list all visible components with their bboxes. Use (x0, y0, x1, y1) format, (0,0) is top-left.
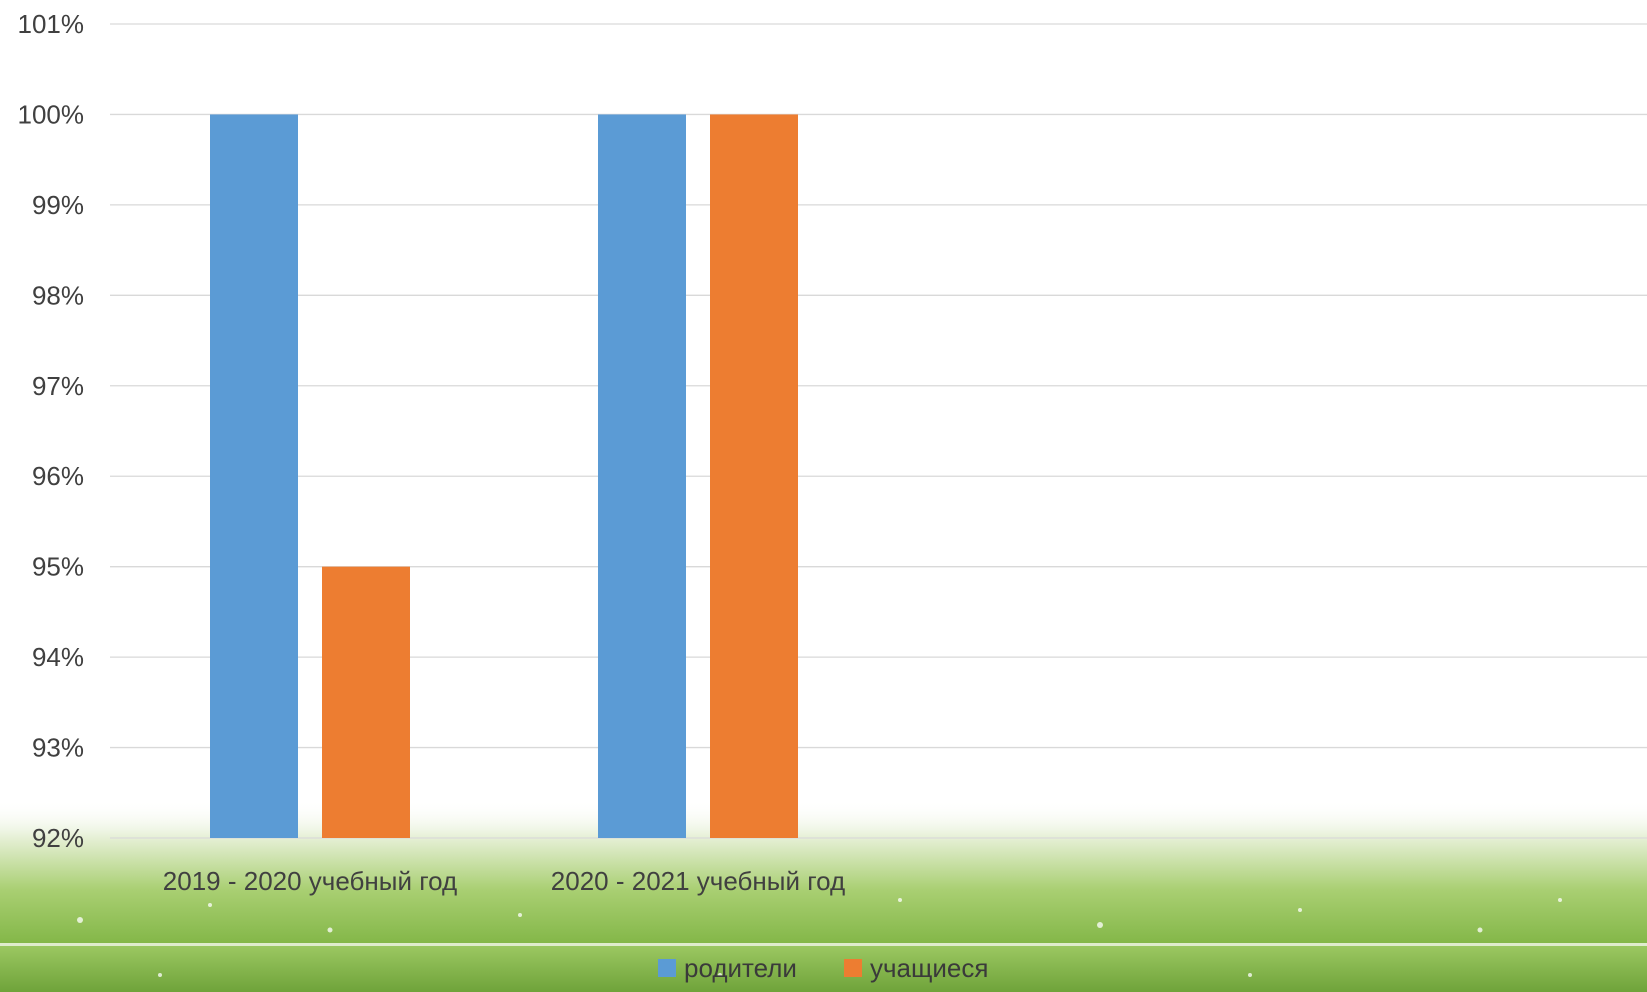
y-tick-label: 94% (32, 642, 84, 672)
legend-label: родители (684, 953, 797, 983)
legend-label: учащиеся (870, 953, 988, 983)
bar-roditeli-0 (210, 114, 298, 838)
bars (210, 114, 798, 838)
bar-uchashchiesya-1 (710, 114, 798, 838)
y-tick-label: 100% (18, 99, 85, 129)
y-tick-label: 96% (32, 461, 84, 491)
legend: родители учащиеся (658, 953, 988, 983)
y-tick-label: 95% (32, 552, 84, 582)
y-tick-label: 97% (32, 371, 84, 401)
x-category-label: 2019 - 2020 учебный год (163, 866, 457, 896)
y-axis: 92% 93% 94% 95% 96% 97% 98% 99% 100% 101% (18, 9, 85, 853)
x-axis: 2019 - 2020 учебный год 2020 - 2021 учебн… (163, 866, 845, 896)
y-tick-label: 92% (32, 823, 84, 853)
y-tick-label: 101% (18, 9, 85, 39)
legend-swatch (844, 959, 862, 977)
footer-background (0, 800, 1647, 992)
x-category-label: 2020 - 2021 учебный год (551, 866, 845, 896)
y-tick-label: 99% (32, 190, 84, 220)
bar-roditeli-1 (598, 114, 686, 838)
y-tick-label: 93% (32, 733, 84, 763)
legend-swatch (658, 959, 676, 977)
y-tick-label: 98% (32, 280, 84, 310)
bar-uchashchiesya-0 (322, 566, 410, 838)
